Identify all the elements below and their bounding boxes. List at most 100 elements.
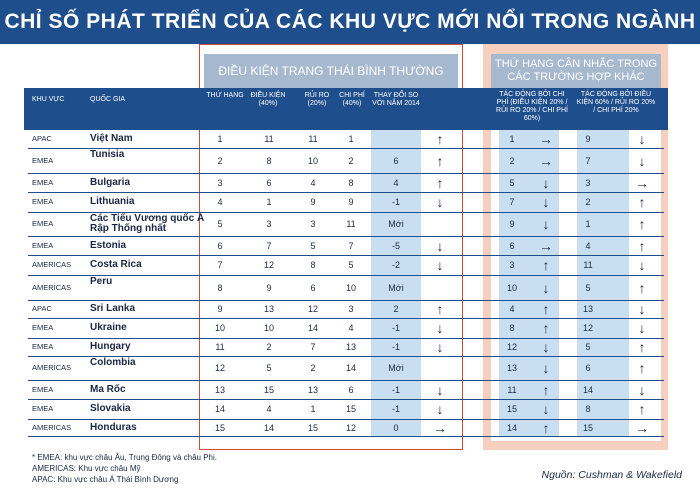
- cell-country: Bulgaria: [90, 176, 131, 188]
- cell-change: -2: [391, 260, 400, 270]
- cell-impact-conditions-rank: 2: [585, 197, 591, 207]
- row-separator: [28, 300, 664, 301]
- cell-impact-conditions-rank: 1: [585, 219, 591, 229]
- cell-impact-conditions-arrow: ↑: [638, 237, 646, 254]
- cell-region: APAC: [32, 304, 52, 313]
- cell-change-arrow: ↓: [436, 401, 444, 417]
- row-separator: [28, 419, 664, 420]
- cell-impact-cost-arrow: ↓: [542, 216, 550, 232]
- cell-impact-cost-rank: 10: [506, 282, 517, 293]
- cell-region: EMEA: [32, 342, 54, 351]
- cell-country: Lithuania: [90, 196, 135, 207]
- cell-risk: 3: [310, 219, 316, 229]
- row-separator: [28, 212, 664, 213]
- cell-rank: 14: [214, 404, 225, 414]
- cell-impact-cost-rank: 8: [509, 323, 515, 333]
- cell-conditions: 14: [263, 422, 274, 433]
- cell-conditions: 5: [266, 363, 272, 373]
- cell-conditions: 7: [266, 240, 272, 251]
- header-country: QUỐC GIA: [90, 96, 126, 103]
- cell-country: Costa Rica: [90, 259, 142, 270]
- cell-impact-conditions-arrow: ↓: [638, 381, 646, 398]
- cell-impact-conditions-rank: 3: [585, 177, 591, 188]
- cell-impact-cost-arrow: ↑: [542, 257, 550, 273]
- cell-impact-conditions-rank: 5: [585, 342, 591, 352]
- cell-impact-conditions-arrow: →: [635, 174, 649, 191]
- cell-change: -1: [391, 404, 400, 414]
- cell-country: Sri Lanka: [90, 303, 136, 314]
- cell-cost: 15: [345, 404, 356, 414]
- cell-country: Ma Rốc: [90, 383, 126, 395]
- cell-impact-cost-arrow: →: [539, 152, 553, 169]
- cell-change-arrow: ↓: [436, 194, 444, 210]
- cell-cost: 10: [345, 282, 356, 293]
- cell-cost: 2: [348, 155, 354, 166]
- cell-change-arrow: ↑: [436, 301, 444, 317]
- cell-impact-conditions-rank: 9: [585, 134, 591, 144]
- header-impact-cost: TÁC ĐỘNG BỞI CHI PHÍ (ĐIỀU KIỆN 20% / RỦ…: [496, 91, 568, 122]
- cell-country: Việt Nam: [90, 133, 133, 144]
- cell-impact-conditions-arrow: ↑: [638, 401, 646, 417]
- cell-change: 6: [393, 155, 399, 166]
- cell-country: Estonia: [90, 239, 127, 251]
- cell-conditions: 6: [266, 177, 272, 188]
- cell-rank: 11: [215, 342, 225, 352]
- cell-rank: 10: [214, 323, 225, 333]
- cell-impact-conditions-rank: 8: [585, 404, 591, 414]
- cell-cost: 5: [348, 260, 354, 270]
- cell-rank: 7: [217, 260, 223, 270]
- cell-region: EMEA: [32, 240, 54, 250]
- cell-conditions: 12: [263, 260, 274, 270]
- cell-change: Mới: [388, 219, 404, 229]
- cell-impact-cost-rank: 14: [506, 422, 517, 433]
- cell-country: Ukraine: [90, 322, 127, 333]
- cell-change: -1: [391, 197, 400, 207]
- cell-impact-conditions-rank: 14: [582, 384, 593, 395]
- cell-cost: 14: [345, 363, 356, 373]
- cell-cost: 7: [348, 240, 354, 251]
- cell-rank: 1: [217, 134, 223, 144]
- header-cost: CHI PHÍ (40%): [339, 92, 365, 107]
- cell-impact-conditions-rank: 6: [585, 363, 591, 373]
- cell-impact-conditions-arrow: ↓: [638, 320, 646, 336]
- cell-country: Slovakia: [90, 403, 131, 414]
- other-cases-heading: THỨ HẠNG CÂN NHẮC TRONG CÁC TRƯỜNG HỢP K…: [491, 54, 661, 88]
- cell-impact-conditions-arrow: ↓: [638, 152, 646, 169]
- cell-impact-cost-rank: 6: [509, 240, 515, 251]
- cell-risk: 11: [308, 134, 318, 144]
- row-separator: [28, 192, 664, 193]
- cell-impact-conditions-arrow: ↑: [638, 279, 646, 296]
- cell-change: -1: [391, 323, 400, 333]
- cell-impact-cost-arrow: ↓: [542, 194, 550, 210]
- cell-cost: 13: [345, 342, 356, 352]
- cell-change: -1: [391, 384, 400, 395]
- row-separator: [28, 338, 664, 339]
- cell-impact-cost-arrow: ↑: [542, 320, 550, 336]
- row-separator: [28, 399, 664, 400]
- cell-country: Các Tiểu Vương quốc Ả Rập Thống nhất: [90, 213, 205, 234]
- cell-change: -1: [391, 342, 400, 352]
- cell-impact-conditions-arrow: ↓: [638, 301, 646, 317]
- cell-change: 0: [393, 422, 399, 433]
- cell-change-arrow: ↓: [436, 257, 444, 273]
- cell-risk: 1: [310, 404, 316, 414]
- cell-conditions: 2: [266, 342, 272, 352]
- cell-risk: 5: [310, 240, 316, 251]
- cell-impact-conditions-arrow: ↑: [638, 339, 646, 355]
- cell-impact-conditions-rank: 5: [585, 282, 591, 293]
- cell-region: EMEA: [32, 197, 54, 206]
- row-separator: [28, 148, 664, 149]
- row-separator: [28, 436, 664, 437]
- cell-conditions: 4: [266, 404, 272, 414]
- cell-conditions: 10: [263, 323, 274, 333]
- header-conditions: ĐIỀU KIỆN (40%): [250, 92, 286, 107]
- cell-impact-conditions-rank: 7: [585, 155, 591, 166]
- cell-risk: 14: [307, 323, 318, 333]
- row-separator: [28, 275, 664, 276]
- cell-impact-cost-rank: 7: [509, 197, 515, 207]
- cell-impact-conditions-arrow: →: [635, 419, 649, 436]
- cell-region: AMERICAS: [32, 363, 72, 372]
- cell-conditions: 3: [266, 219, 272, 229]
- cell-change-arrow: ↑: [436, 174, 444, 191]
- cell-cost: 8: [348, 177, 354, 188]
